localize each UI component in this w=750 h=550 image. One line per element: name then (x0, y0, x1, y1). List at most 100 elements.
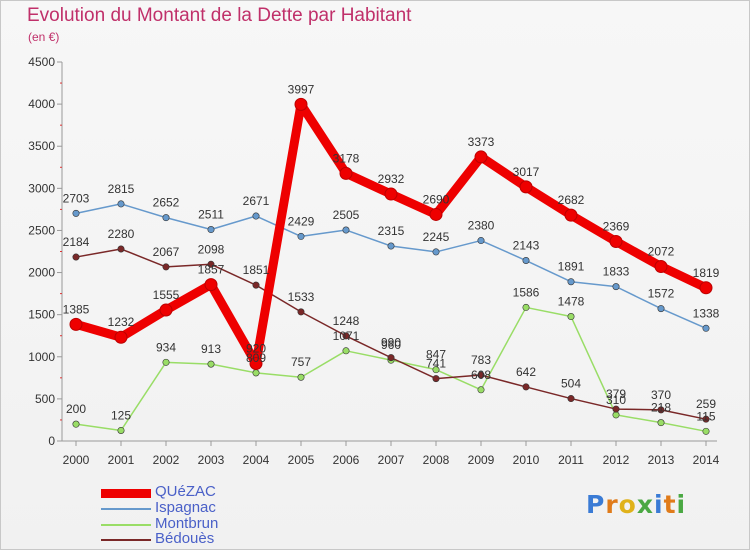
data-point (612, 283, 620, 291)
x-tick-label: 2006 (333, 453, 360, 467)
data-point (207, 226, 215, 234)
legend-label: Bédouès (155, 530, 215, 547)
data-point (252, 212, 260, 220)
data-point (519, 180, 533, 194)
data-point (207, 360, 215, 368)
data-point (567, 395, 575, 403)
legend-label: Montbrun (155, 515, 219, 532)
y-tick-label: 1000 (28, 350, 55, 364)
data-label: 2815 (108, 182, 135, 196)
data-point (477, 386, 485, 394)
data-point (657, 406, 665, 414)
data-label: 2067 (153, 245, 180, 259)
data-label: 1478 (558, 295, 585, 309)
data-point (252, 281, 260, 289)
data-point (117, 200, 125, 208)
chart-title: Evolution du Montant de la Dette par Hab… (27, 5, 412, 26)
data-label: 741 (426, 357, 446, 371)
data-label: 1533 (288, 290, 315, 304)
data-label: 2143 (513, 239, 540, 253)
data-label: 125 (111, 408, 131, 422)
data-point (342, 347, 350, 355)
data-point (294, 97, 308, 111)
data-point (162, 358, 170, 366)
data-point (342, 226, 350, 234)
x-tick-label: 2000 (63, 453, 90, 467)
y-tick-label: 3500 (28, 139, 55, 153)
data-label: 3997 (288, 82, 315, 96)
data-label: 1555 (153, 288, 180, 302)
data-point (162, 214, 170, 222)
data-point (564, 208, 578, 222)
data-label: 960 (381, 338, 401, 352)
y-tick-label: 4000 (28, 97, 55, 111)
data-point (342, 332, 350, 340)
data-label: 1857 (198, 263, 225, 277)
data-label: 990 (381, 336, 401, 350)
data-label: 1586 (513, 285, 540, 299)
data-label: 2380 (468, 219, 495, 233)
data-point (702, 427, 710, 435)
data-point (432, 366, 440, 374)
unit-label: (en €) (28, 30, 60, 44)
data-label: 642 (516, 365, 536, 379)
data-label: 3373 (468, 135, 495, 149)
data-label: 1385 (63, 302, 90, 316)
data-point (522, 257, 530, 265)
y-tick-label: 0 (48, 434, 55, 448)
x-tick-label: 2001 (108, 453, 135, 467)
data-label: 1572 (648, 287, 675, 301)
data-label: 2429 (288, 214, 315, 228)
data-point (72, 253, 80, 261)
y-tick-label: 1500 (28, 308, 55, 322)
data-point (702, 415, 710, 423)
data-point (159, 303, 173, 317)
data-point (297, 373, 305, 381)
x-tick-label: 2009 (468, 453, 495, 467)
legend-swatch (101, 539, 151, 541)
legend-swatch (101, 524, 151, 526)
data-label: 2072 (648, 244, 675, 258)
data-label: 2245 (423, 230, 450, 244)
data-point (432, 375, 440, 383)
data-point (567, 313, 575, 321)
data-point (657, 305, 665, 313)
data-label: 1071 (333, 329, 360, 343)
x-tick-label: 2008 (423, 453, 450, 467)
data-label: 1248 (333, 314, 360, 328)
data-point (477, 237, 485, 245)
x-tick-label: 2007 (378, 453, 405, 467)
series-line-Montbrun (75, 306, 707, 433)
data-label: 1819 (693, 266, 720, 280)
logo-letter: i (676, 490, 687, 519)
data-label: 310 (606, 393, 626, 407)
data-point (72, 209, 80, 217)
data-point (474, 150, 488, 164)
data-point (699, 281, 713, 295)
y-tick-label: 3000 (28, 181, 55, 195)
x-tick-label: 2004 (243, 453, 270, 467)
data-label: 1833 (603, 265, 630, 279)
data-point (204, 278, 218, 292)
data-label: 2369 (603, 219, 630, 233)
data-point (429, 207, 443, 221)
data-point (117, 245, 125, 253)
data-point (207, 260, 215, 268)
data-label: 2690 (423, 192, 450, 206)
data-point (297, 308, 305, 316)
data-point (249, 357, 263, 371)
logo-letter: o (618, 490, 637, 519)
data-label: 913 (201, 342, 221, 356)
data-label: 608 (471, 368, 491, 382)
legend-swatch (101, 488, 151, 498)
x-tick-label: 2010 (513, 453, 540, 467)
data-label: 504 (561, 377, 581, 391)
data-label: 2505 (333, 208, 360, 222)
legend-label: Ispagnac (155, 499, 216, 516)
data-label: 370 (651, 388, 671, 402)
data-point (69, 317, 83, 331)
data-point (387, 354, 395, 362)
data-point (702, 324, 710, 332)
